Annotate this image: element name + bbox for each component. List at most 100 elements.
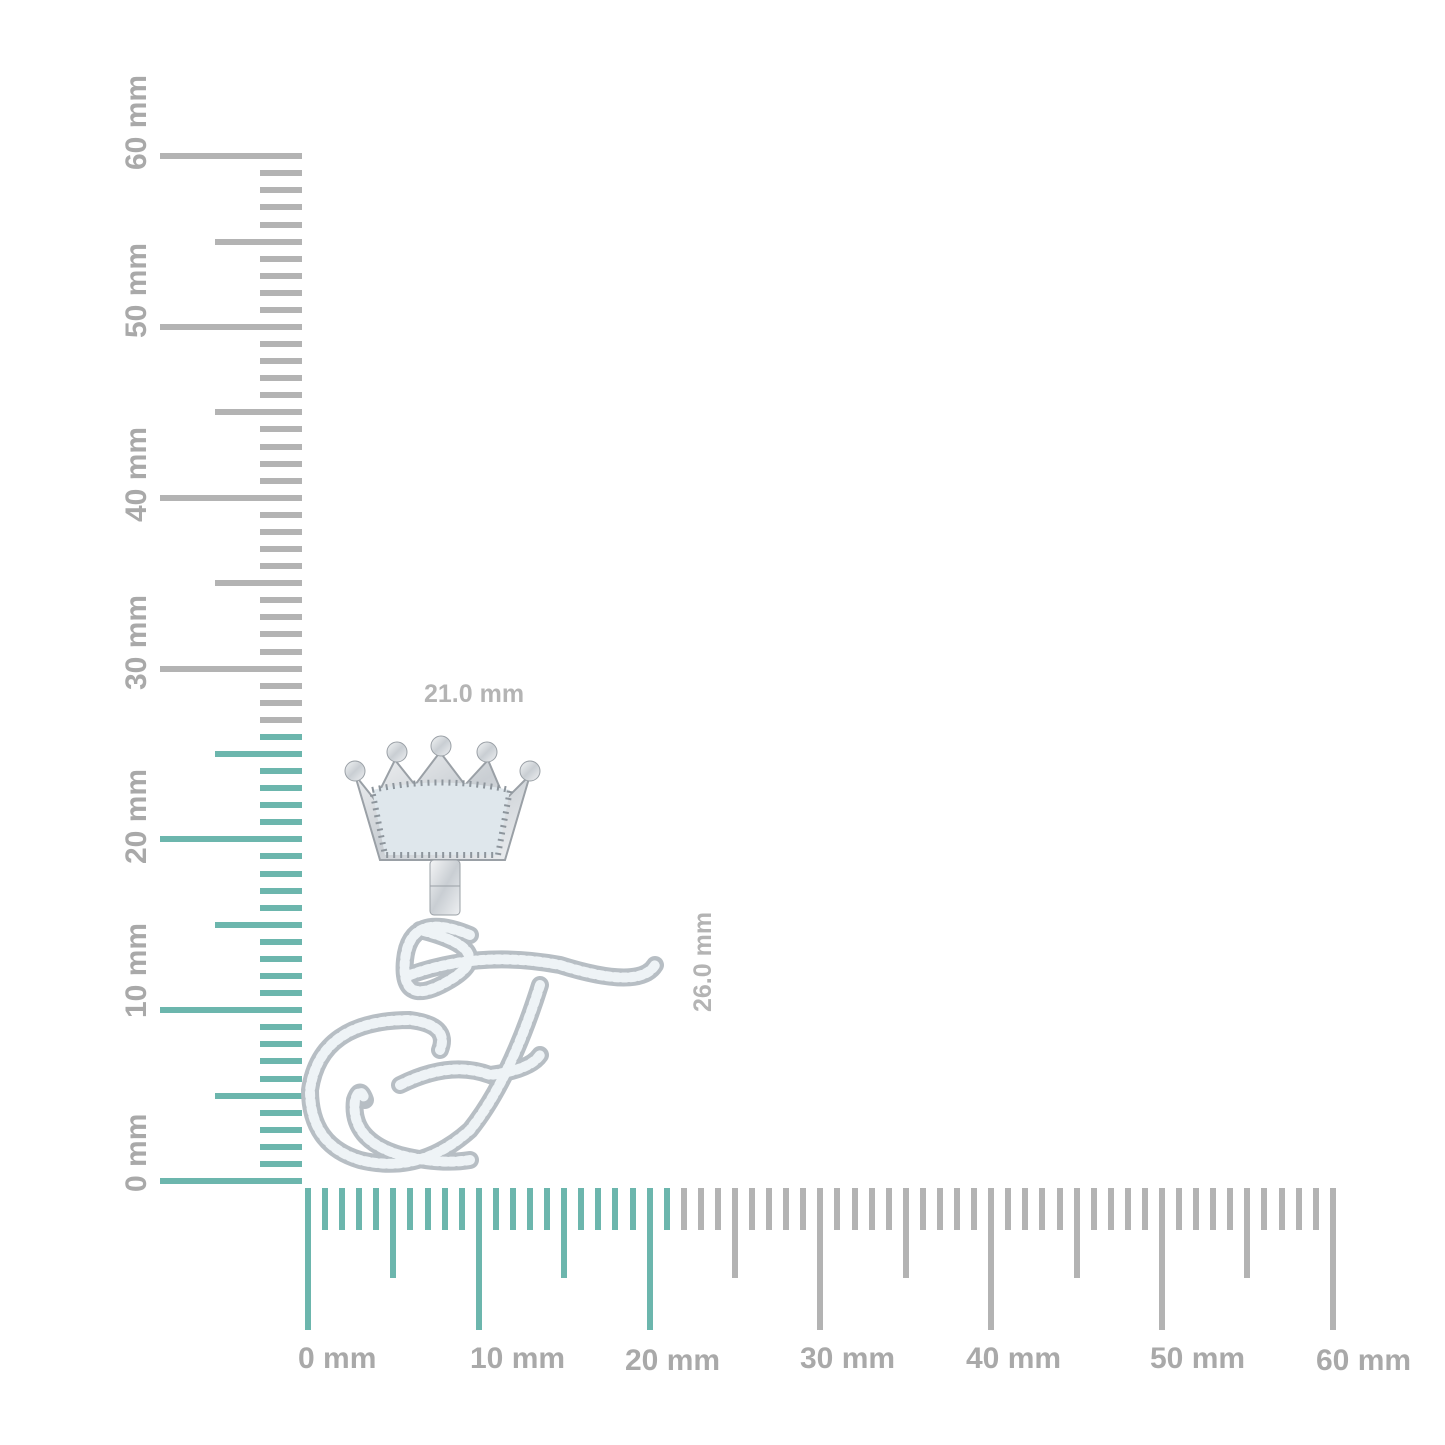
- crown: [344, 735, 541, 916]
- v-tick: [215, 580, 302, 587]
- h-tick: [817, 1188, 824, 1330]
- v-tick: [260, 170, 302, 177]
- v-tick: [260, 546, 302, 553]
- v-tick: [260, 443, 302, 450]
- h-tick: [322, 1188, 329, 1230]
- h-tick: [1124, 1188, 1131, 1230]
- h-tick: [356, 1188, 363, 1230]
- v-tick: [260, 358, 302, 365]
- v-tick: [215, 1092, 302, 1099]
- v-tick: [260, 375, 302, 382]
- v-tick: [260, 1160, 302, 1167]
- h-tick: [458, 1188, 465, 1230]
- v-tick: [260, 255, 302, 262]
- v-tick: [260, 597, 302, 604]
- h-tick: [441, 1188, 448, 1230]
- h-tick: [407, 1188, 414, 1230]
- h-tick: [1073, 1188, 1080, 1278]
- v-tick: [260, 768, 302, 775]
- h-tick: [663, 1188, 670, 1230]
- v-tick: [260, 426, 302, 433]
- h-tick: [851, 1188, 858, 1230]
- h-tick: [919, 1188, 926, 1230]
- h-tick: [646, 1188, 653, 1330]
- h-tick: [1278, 1188, 1285, 1230]
- v-tick: [260, 819, 302, 826]
- v-tick: [160, 153, 302, 160]
- h-tick: [1039, 1188, 1046, 1230]
- letter-f: [300, 917, 664, 1173]
- h-tick: [612, 1188, 619, 1230]
- h-label-60: 60 mm: [1316, 1344, 1412, 1377]
- v-tick: [160, 665, 302, 672]
- v-tick: [260, 955, 302, 962]
- h-tick: [1022, 1188, 1029, 1230]
- h-label-30: 30 mm: [800, 1342, 896, 1375]
- h-tick: [544, 1188, 551, 1230]
- h-tick: [732, 1188, 738, 1278]
- v-tick: [260, 511, 302, 518]
- h-tick: [1176, 1188, 1183, 1230]
- v-tick: [160, 494, 302, 501]
- h-tick: [988, 1188, 995, 1330]
- width-dimension: 21.0 mm: [424, 680, 525, 708]
- h-tick: [1090, 1188, 1097, 1230]
- h-label-10: 10 mm: [470, 1342, 566, 1375]
- v-tick: [260, 1075, 302, 1082]
- v-tick: [260, 648, 302, 655]
- v-tick: [260, 785, 302, 792]
- h-tick: [629, 1188, 636, 1230]
- h-tick: [1295, 1188, 1302, 1230]
- v-tick: [260, 887, 302, 894]
- v-tick: [260, 204, 302, 211]
- v-tick: [260, 853, 302, 860]
- h-tick: [339, 1188, 346, 1230]
- h-tick: [527, 1188, 534, 1230]
- h-tick: [971, 1188, 978, 1230]
- h-tick: [475, 1188, 482, 1330]
- v-tick: [260, 272, 302, 279]
- v-tick: [260, 973, 302, 980]
- h-tick: [1210, 1188, 1217, 1230]
- h-tick: [834, 1188, 841, 1230]
- h-tick: [936, 1188, 943, 1230]
- h-label-40: 40 mm: [966, 1342, 1062, 1375]
- v-tick: [160, 324, 302, 330]
- v-tick: [260, 306, 302, 313]
- h-tick: [492, 1188, 499, 1230]
- v-tick: [260, 528, 302, 535]
- v-tick: [260, 187, 302, 194]
- h-tick: [749, 1188, 756, 1230]
- v-tick: [260, 802, 302, 809]
- v-tick: [260, 392, 302, 399]
- h-tick: [766, 1188, 773, 1230]
- v-tick: [160, 1007, 302, 1014]
- v-tick: [215, 238, 302, 245]
- v-tick: [260, 1109, 302, 1116]
- h-tick: [697, 1188, 704, 1230]
- h-tick: [1141, 1188, 1148, 1230]
- h-tick: [714, 1188, 721, 1230]
- h-tick: [305, 1188, 311, 1330]
- v-tick: [215, 409, 302, 416]
- v-tick: [260, 870, 302, 877]
- v-tick: [260, 1024, 302, 1031]
- h-tick: [954, 1188, 961, 1230]
- v-tick: [260, 716, 302, 723]
- h-tick: [509, 1188, 516, 1230]
- v-tick: [260, 289, 302, 296]
- h-label-50: 50 mm: [1150, 1342, 1246, 1375]
- v-tick: [260, 460, 302, 467]
- v-tick: [260, 477, 302, 484]
- h-tick: [783, 1188, 790, 1230]
- v-tick: [215, 751, 302, 757]
- h-tick: [1159, 1188, 1165, 1330]
- h-tick: [1261, 1188, 1268, 1230]
- h-tick: [680, 1188, 687, 1230]
- v-tick: [260, 682, 302, 689]
- h-tick: [1312, 1188, 1319, 1230]
- h-tick: [1244, 1188, 1251, 1278]
- h-tick: [1227, 1188, 1234, 1230]
- h-tick: [424, 1188, 431, 1230]
